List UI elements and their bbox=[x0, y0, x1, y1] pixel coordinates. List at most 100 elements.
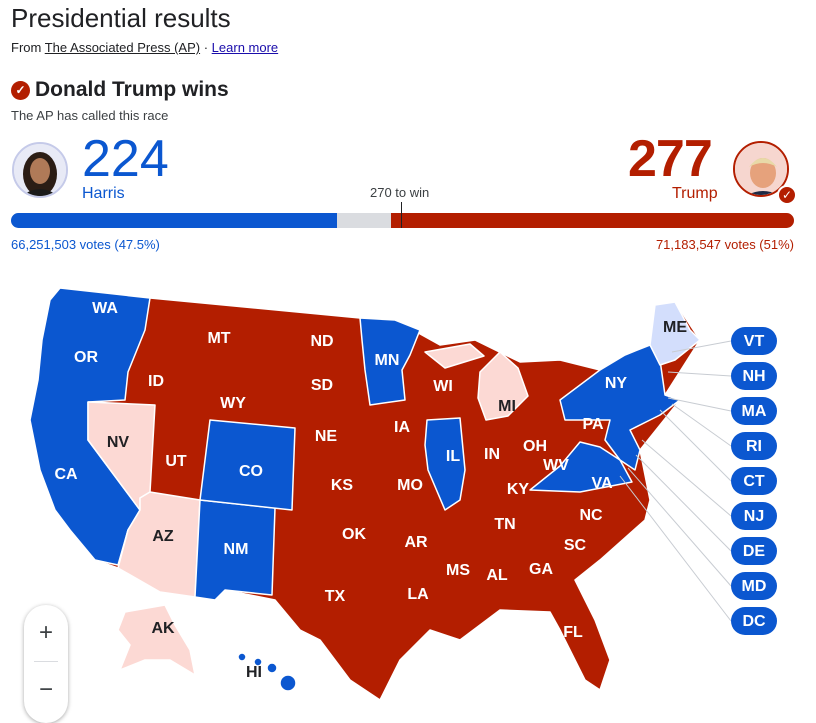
state-label-ut[interactable]: UT bbox=[165, 453, 187, 470]
uncalled-bar-fill bbox=[337, 213, 391, 228]
state-label-mn[interactable]: MN bbox=[375, 352, 400, 369]
state-label-co[interactable]: CO bbox=[239, 463, 263, 480]
ap-link[interactable]: The Associated Press (AP) bbox=[44, 40, 201, 55]
state-label-wv[interactable]: WV bbox=[543, 457, 569, 474]
source-line: From The Associated Press (AP) · Learn m… bbox=[11, 40, 278, 56]
state-label-id[interactable]: ID bbox=[148, 373, 164, 390]
map-zoom-control: + − bbox=[24, 605, 68, 723]
state-label-nv[interactable]: NV bbox=[107, 434, 130, 451]
state-label-mo[interactable]: MO bbox=[397, 477, 423, 494]
us-electoral-map[interactable]: VT NH MA RI CT NJ DE MD DC WA OR CA NV ID MT WY UT CO AZ N… bbox=[0, 280, 816, 719]
state-label-ga[interactable]: GA bbox=[529, 561, 553, 578]
pill-label[interactable]: NJ bbox=[744, 508, 764, 525]
pill-label[interactable]: MA bbox=[742, 403, 767, 420]
separator: · bbox=[203, 40, 209, 55]
state-mi-upper-shape[interactable] bbox=[424, 343, 485, 369]
state-label-wa[interactable]: WA bbox=[92, 300, 118, 317]
state-label-fl[interactable]: FL bbox=[563, 624, 583, 641]
state-mi-shape[interactable] bbox=[477, 351, 529, 421]
pill-label[interactable]: MD bbox=[742, 578, 767, 595]
pill-background[interactable] bbox=[731, 397, 777, 425]
learn-more-link[interactable]: Learn more bbox=[211, 40, 279, 55]
winner-check-icon: ✓ bbox=[777, 185, 797, 205]
pill-background[interactable] bbox=[731, 327, 777, 355]
pill-background[interactable] bbox=[731, 362, 777, 390]
zoom-in-button[interactable]: + bbox=[38, 619, 53, 646]
state-label-mt[interactable]: MT bbox=[207, 330, 230, 347]
state-label-ia[interactable]: IA bbox=[394, 419, 410, 436]
state-label-ne[interactable]: NE bbox=[315, 428, 338, 445]
state-il-shape[interactable] bbox=[424, 417, 466, 511]
small-state-pill-vt[interactable]: VT bbox=[731, 327, 777, 355]
pill-background[interactable] bbox=[731, 502, 777, 530]
pill-background[interactable] bbox=[731, 572, 777, 600]
small-state-pill-dc[interactable]: DC bbox=[731, 607, 777, 635]
state-label-ny[interactable]: NY bbox=[605, 375, 628, 392]
state-ny-shape[interactable] bbox=[559, 344, 681, 471]
state-co-shape[interactable] bbox=[199, 419, 296, 511]
pill-label[interactable]: NH bbox=[742, 368, 765, 385]
state-label-ar[interactable]: AR bbox=[404, 534, 428, 551]
small-state-pill-nj[interactable]: NJ bbox=[731, 502, 777, 530]
state-label-wy[interactable]: WY bbox=[220, 395, 246, 412]
state-label-me[interactable]: ME bbox=[663, 319, 687, 336]
leader-line-md bbox=[627, 467, 732, 587]
state-label-ca[interactable]: CA bbox=[54, 466, 78, 483]
leader-line-nh bbox=[667, 371, 732, 377]
state-label-oh[interactable]: OH bbox=[523, 438, 547, 455]
small-state-pill-md[interactable]: MD bbox=[731, 572, 777, 600]
small-state-pill-nh[interactable]: NH bbox=[731, 362, 777, 390]
pill-label[interactable]: DC bbox=[742, 613, 766, 630]
state-ak-shape[interactable] bbox=[117, 604, 196, 676]
pill-background[interactable] bbox=[731, 467, 777, 495]
state-wa-shape[interactable] bbox=[29, 287, 151, 566]
small-state-pill-ma[interactable]: MA bbox=[731, 397, 777, 425]
state-label-ms[interactable]: MS bbox=[446, 562, 470, 579]
state-label-pa[interactable]: PA bbox=[582, 416, 603, 433]
state-va-shape[interactable] bbox=[529, 441, 633, 493]
state-label-ky[interactable]: KY bbox=[507, 481, 530, 498]
state-label-al[interactable]: AL bbox=[486, 567, 508, 584]
state-hi-shape[interactable] bbox=[237, 652, 297, 692]
state-mn-shape[interactable] bbox=[359, 317, 421, 406]
pill-label[interactable]: VT bbox=[744, 333, 765, 350]
threshold-marker bbox=[401, 202, 402, 228]
small-state-pill-de[interactable]: DE bbox=[731, 537, 777, 565]
pill-label[interactable]: CT bbox=[743, 473, 765, 490]
pill-background[interactable] bbox=[731, 607, 777, 635]
state-label-az[interactable]: AZ bbox=[152, 528, 174, 545]
state-label-nd[interactable]: ND bbox=[310, 333, 333, 350]
state-label-wi[interactable]: WI bbox=[433, 378, 453, 395]
race-called-text: The AP has called this race bbox=[11, 108, 169, 123]
state-label-sd[interactable]: SD bbox=[311, 377, 333, 394]
state-label-or[interactable]: OR bbox=[74, 349, 98, 366]
trump-name[interactable]: Trump bbox=[672, 185, 718, 202]
state-label-va[interactable]: VA bbox=[591, 475, 612, 492]
pill-label[interactable]: RI bbox=[746, 438, 762, 455]
pill-background[interactable] bbox=[731, 537, 777, 565]
state-label-ok[interactable]: OK bbox=[342, 526, 366, 543]
state-label-ks[interactable]: KS bbox=[331, 477, 354, 494]
state-label-la[interactable]: LA bbox=[407, 586, 429, 603]
state-label-il[interactable]: IL bbox=[446, 448, 460, 465]
state-label-tx[interactable]: TX bbox=[325, 588, 346, 605]
small-state-pill-ri[interactable]: RI bbox=[731, 432, 777, 460]
trump-avatar bbox=[733, 141, 789, 197]
harris-name[interactable]: Harris bbox=[82, 185, 125, 202]
state-label-nc[interactable]: NC bbox=[579, 507, 603, 524]
state-label-tn[interactable]: TN bbox=[494, 516, 515, 533]
state-label-ak[interactable]: AK bbox=[151, 620, 175, 637]
pill-label[interactable]: DE bbox=[743, 543, 766, 560]
state-label-nm[interactable]: NM bbox=[224, 541, 249, 558]
pill-background[interactable] bbox=[731, 432, 777, 460]
leader-line-de bbox=[635, 454, 732, 552]
state-az-shape[interactable] bbox=[117, 491, 201, 598]
state-label-sc[interactable]: SC bbox=[564, 537, 587, 554]
state-label-hi[interactable]: HI bbox=[246, 664, 262, 681]
leader-line-dc bbox=[619, 475, 732, 622]
state-label-mi[interactable]: MI bbox=[498, 398, 516, 415]
threshold-label: 270 to win bbox=[370, 185, 430, 200]
state-label-in[interactable]: IN bbox=[484, 446, 500, 463]
small-state-pill-ct[interactable]: CT bbox=[731, 467, 777, 495]
zoom-out-button[interactable]: − bbox=[38, 676, 53, 703]
